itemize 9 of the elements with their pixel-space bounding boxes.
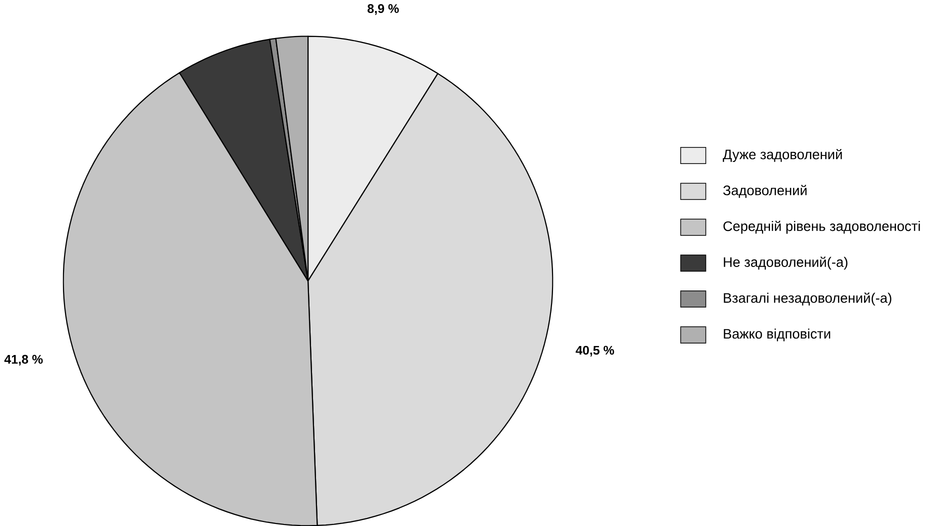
legend-label: Важко відповісти: [724, 328, 830, 342]
data-label: 41,8 %: [4, 354, 43, 366]
legend-label: Не задоволений(-а): [724, 256, 848, 270]
data-label: 40,5 %: [576, 346, 614, 356]
legend-label: Дуже задоволений: [722, 148, 842, 162]
legend-label: Задоволений: [723, 184, 807, 198]
data-label: 8,9 %: [368, 4, 399, 15]
legend-label: Середній рівень задоволеності: [723, 220, 920, 234]
legend-label: Взагалі незадоволений(-а): [724, 292, 892, 306]
